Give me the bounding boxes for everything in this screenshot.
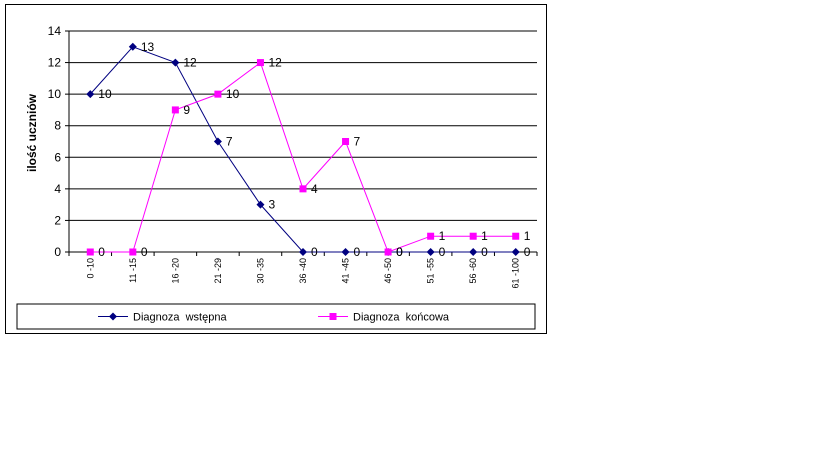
y-tick-label: 2	[54, 213, 61, 227]
x-tick-label: 0 -10	[85, 258, 95, 279]
legend-label: Diagnoza końcowa	[353, 312, 450, 324]
data-label: 1	[439, 229, 446, 243]
data-point	[86, 90, 95, 99]
data-point	[171, 106, 179, 114]
x-tick-label: 61 -100	[511, 258, 521, 289]
x-tick-label: 36 -40	[298, 258, 308, 284]
data-label: 1	[481, 229, 488, 243]
data-point	[469, 248, 478, 256]
data-point	[469, 232, 477, 240]
x-tick-label: 30 -35	[255, 258, 265, 284]
legend: Diagnoza wstępna Diagnoza końcowa	[16, 303, 536, 330]
data-label: 0	[141, 245, 148, 259]
legend-marker	[109, 312, 117, 321]
legend-box	[16, 303, 536, 330]
x-tick-label: 41 -45	[341, 258, 351, 284]
data-label: 9	[183, 103, 190, 117]
legend-label: Diagnoza wstępna	[133, 312, 227, 324]
gridlines	[69, 30, 537, 221]
x-tick-label: 21 -29	[213, 258, 223, 284]
series-line	[89, 46, 516, 253]
data-point	[128, 42, 137, 51]
series-layer	[86, 42, 520, 256]
data-label: 10	[226, 87, 240, 101]
data-point	[129, 248, 137, 256]
x-tick-label: 11 -15	[128, 258, 138, 283]
data-label: 12	[183, 56, 197, 70]
data-point	[171, 58, 180, 67]
data-point	[341, 248, 350, 256]
data-point	[299, 248, 307, 256]
data-point	[86, 248, 94, 256]
data-point	[342, 138, 350, 145]
x-tick-label: 16 -20	[170, 258, 180, 284]
data-label: 10	[98, 87, 112, 101]
y-tick-label: 14	[48, 24, 62, 38]
chart-frame: 0 2 4 6 8 10 12 14 0 -10 11 -15 16 -20 21 -29 30 -35…	[5, 4, 547, 334]
data-label: 0	[524, 245, 531, 259]
data-label: 7	[226, 135, 233, 149]
data-point	[426, 248, 435, 256]
x-tick-label: 46 -50	[383, 258, 393, 284]
y-tick-label: 8	[54, 119, 61, 133]
data-point	[256, 200, 265, 209]
y-tick-label: 12	[48, 56, 62, 70]
data-label: 4	[311, 182, 318, 196]
data-label: 0	[396, 245, 403, 259]
data-point	[384, 248, 392, 256]
data-label: 0	[98, 245, 105, 259]
legend-marker	[329, 313, 337, 320]
data-label: 0	[311, 245, 318, 259]
y-tick-label: 4	[54, 182, 61, 196]
data-point	[214, 90, 222, 98]
data-point	[299, 185, 307, 193]
y-tick-label: 0	[54, 245, 61, 259]
data-label: 7	[354, 135, 361, 149]
data-label: 3	[268, 198, 275, 212]
data-point	[512, 232, 520, 240]
data-label: 0	[481, 245, 488, 259]
data-point	[256, 59, 264, 67]
data-label: 1	[524, 229, 531, 243]
data-label: 13	[141, 40, 155, 54]
y-tick-label: 6	[54, 150, 61, 164]
data-label: 0	[354, 245, 361, 259]
y-tick-label: 10	[48, 87, 62, 101]
y-axis-title: ilość uczniów	[25, 93, 39, 172]
x-tick-label: 51 -55	[426, 258, 436, 284]
data-label: 12	[268, 56, 282, 70]
data-point	[511, 248, 520, 256]
data-label: 0	[396, 245, 403, 259]
x-tick-label: 56 -60	[468, 258, 478, 284]
data-label: 0	[439, 245, 446, 259]
data-point	[427, 232, 435, 240]
data-point	[213, 137, 222, 146]
